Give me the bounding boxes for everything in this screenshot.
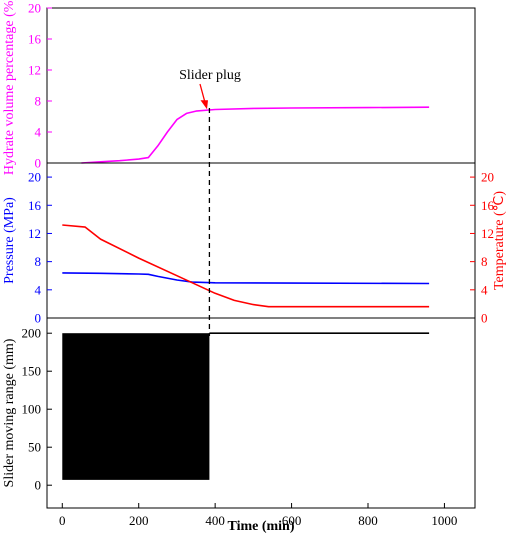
y-tick-label: 8 xyxy=(35,94,42,109)
y-tick-label: 12 xyxy=(28,63,41,78)
annotation-label: Slider plug xyxy=(179,68,241,83)
y-tick-label: 20 xyxy=(28,1,41,16)
y2-tick-label: 4 xyxy=(481,282,488,297)
plot-frame xyxy=(46,317,476,509)
x-tick-label: 800 xyxy=(358,513,378,528)
y-tick-label: 16 xyxy=(28,198,42,213)
y-tick-label: 12 xyxy=(28,226,41,241)
y-tick-label: 16 xyxy=(28,32,42,47)
oscillation-block xyxy=(62,333,210,480)
x-tick-label: 200 xyxy=(129,513,149,528)
series-line-1 xyxy=(62,224,430,308)
y2-tick-label: 16 xyxy=(481,198,495,213)
y-tick-label: 0 xyxy=(35,311,42,326)
y-tick-label: 100 xyxy=(22,402,42,417)
plot-frame xyxy=(46,7,476,164)
plot-frame xyxy=(46,162,476,319)
y-tick-label: 4 xyxy=(35,282,42,297)
series-line-0 xyxy=(62,272,430,285)
y-tick-label: 0 xyxy=(35,156,42,171)
y2-tick-label: 0 xyxy=(481,311,488,326)
y-tick-label: 8 xyxy=(35,254,42,269)
y2-tick-label: 20 xyxy=(481,170,494,185)
y-tick-label: 200 xyxy=(22,326,42,341)
pressure-temperature-panel: 0 4 8 12 16 20 0 4 8 12 16 20 Temperature (℃) Pressur… xyxy=(2,162,507,326)
y-tick-label: 50 xyxy=(28,440,41,455)
y-axis-label: Pressure (MPa) xyxy=(2,197,17,284)
slider-panel: 0 50 100 150 200 Slider moving range (mm) 0 200… xyxy=(2,317,476,533)
x-tick-label: 400 xyxy=(205,513,225,528)
x-axis-label: Time (min) xyxy=(227,519,294,533)
y2-axis-label: Temperature (℃) xyxy=(492,191,507,290)
y2-tick-label: 12 xyxy=(481,226,494,241)
y-tick-label: 150 xyxy=(22,364,42,379)
y-tick-label: 4 xyxy=(35,125,42,140)
y2-tick-label: 8 xyxy=(481,254,488,269)
hydrate-panel: 0 4 8 12 16 20 Hydrate volume percentage (%) Sl… xyxy=(2,0,476,175)
x-tick-label: 600 xyxy=(282,513,302,528)
y-axis-label: Slider moving range (mm) xyxy=(2,338,17,487)
y-axis-label: Hydrate volume percentage (%) xyxy=(2,0,17,175)
annotation-arrowhead xyxy=(200,100,208,110)
series-line-0 xyxy=(81,106,430,164)
y-tick-label: 0 xyxy=(35,478,42,493)
x-tick-label: 1000 xyxy=(431,513,457,528)
x-tick-label: 0 xyxy=(59,513,66,528)
y-tick-label: 20 xyxy=(28,170,41,185)
